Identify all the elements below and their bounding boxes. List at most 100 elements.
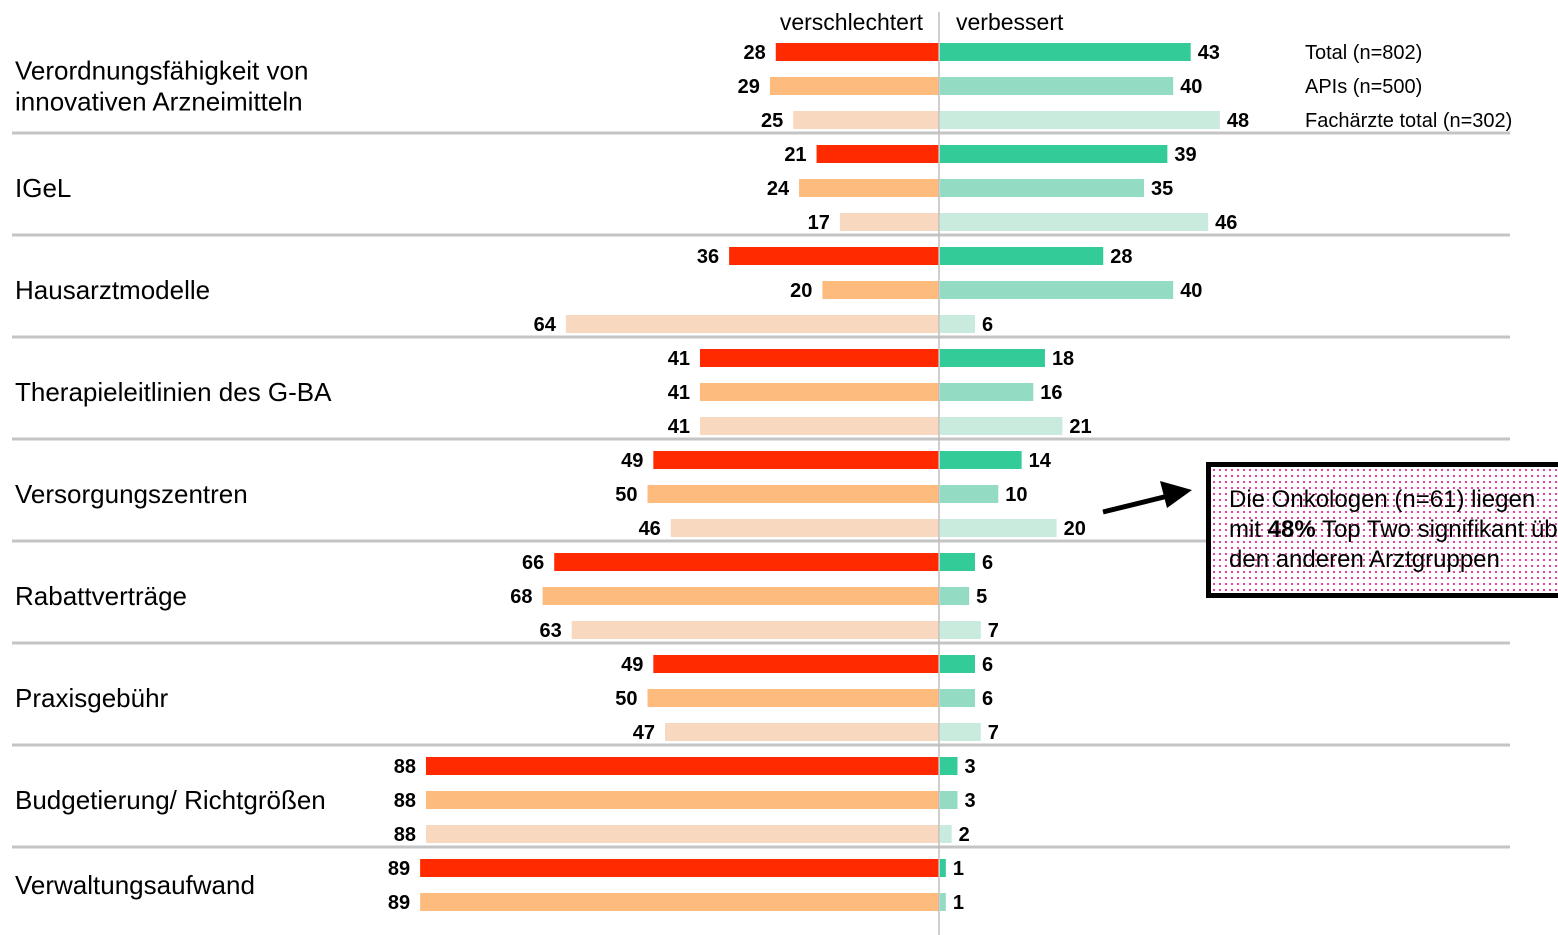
- value-neg-4-2: 41: [668, 382, 690, 404]
- value-pos-1-2: 40: [1180, 76, 1202, 98]
- bar-pos-1-1: [940, 43, 1191, 61]
- category-label-2: IGeL: [15, 173, 71, 203]
- legend-entry-2: APIs (n=500): [1305, 76, 1422, 98]
- bar-pos-6-3: [940, 621, 981, 639]
- value-pos-7-1: 6: [982, 654, 993, 676]
- value-pos-7-3: 7: [988, 722, 999, 744]
- category-label-6: Rabattverträge: [15, 581, 187, 611]
- value-neg-4-3: 41: [668, 416, 690, 438]
- bar-neg-6-3: [571, 621, 939, 639]
- value-pos-3-3: 6: [982, 314, 993, 336]
- value-pos-7-2: 6: [982, 688, 993, 710]
- value-neg-3-2: 20: [790, 280, 812, 302]
- bar-pos-1-3: [940, 111, 1220, 129]
- bar-neg-1-1: [775, 43, 939, 61]
- bar-neg-4-3: [699, 417, 939, 435]
- value-neg-8-2: 88: [394, 790, 416, 812]
- bar-neg-5-1: [653, 451, 939, 469]
- value-pos-8-1: 3: [964, 756, 975, 778]
- value-neg-8-1: 88: [394, 756, 416, 778]
- value-neg-7-2: 50: [615, 688, 637, 710]
- bar-neg-3-2: [822, 281, 939, 299]
- value-pos-9-2: 1: [953, 892, 964, 914]
- bar-neg-8-3: [425, 825, 940, 843]
- category-label-1-line-2: innovativen Arzneimitteln: [15, 87, 303, 117]
- bar-pos-8-3: [940, 825, 952, 843]
- value-neg-5-1: 49: [621, 450, 643, 472]
- category-label-5: Versorgungszentren: [15, 479, 248, 509]
- annotation-box: Die Onkologen (n=61) liegen mit 48% Top …: [1206, 462, 1558, 598]
- bar-neg-3-1: [729, 247, 939, 265]
- bar-neg-8-1: [425, 757, 940, 775]
- value-pos-6-1: 6: [982, 552, 993, 574]
- bar-neg-5-3: [670, 519, 939, 537]
- legend-entry-1: Total (n=802): [1305, 42, 1422, 64]
- bar-neg-9-1: [420, 859, 939, 877]
- header-left: verschlechtert: [780, 9, 924, 35]
- value-neg-5-2: 50: [615, 484, 637, 506]
- value-pos-1-3: 48: [1227, 110, 1249, 132]
- bar-neg-2-2: [799, 179, 939, 197]
- bar-pos-3-3: [940, 315, 975, 333]
- value-neg-7-3: 47: [633, 722, 655, 744]
- bar-neg-4-1: [699, 349, 939, 367]
- bar-pos-9-1: [940, 859, 946, 877]
- bar-pos-6-2: [940, 587, 970, 605]
- value-pos-4-3: 21: [1069, 416, 1091, 438]
- category-label-4: Therapieleitlinien des G-BA: [15, 377, 332, 407]
- bar-neg-1-2: [769, 77, 939, 95]
- value-pos-8-3: 2: [959, 824, 970, 846]
- bar-pos-5-2: [940, 485, 999, 503]
- annotation-highlight: 48%: [1267, 516, 1316, 543]
- bar-neg-6-1: [554, 553, 939, 571]
- bar-neg-8-2: [425, 791, 940, 809]
- value-neg-2-3: 17: [808, 212, 830, 234]
- bar-neg-6-2: [542, 587, 939, 605]
- value-pos-5-3: 20: [1064, 518, 1086, 540]
- bar-pos-4-1: [940, 349, 1045, 367]
- value-pos-2-3: 46: [1215, 212, 1237, 234]
- header-right: verbessert: [956, 9, 1064, 35]
- annotation-line-1: Die Onkologen (n=61) liegen: [1229, 486, 1536, 513]
- category-label-9: Verwaltungsaufwand: [15, 870, 255, 900]
- value-neg-8-3: 88: [394, 824, 416, 846]
- value-neg-9-1: 89: [388, 858, 410, 880]
- value-pos-5-2: 10: [1005, 484, 1027, 506]
- bar-pos-9-2: [940, 893, 946, 911]
- bar-pos-3-1: [940, 247, 1104, 265]
- value-neg-6-1: 66: [522, 552, 544, 574]
- bar-pos-1-2: [940, 77, 1174, 95]
- value-pos-2-1: 39: [1174, 144, 1196, 166]
- value-pos-9-1: 1: [953, 858, 964, 880]
- bar-neg-5-2: [647, 485, 939, 503]
- value-pos-3-1: 28: [1110, 246, 1132, 268]
- category-label-7: Praxisgebühr: [15, 683, 169, 713]
- bar-neg-7-1: [653, 655, 939, 673]
- value-pos-4-2: 16: [1040, 382, 1062, 404]
- bar-neg-2-1: [816, 145, 939, 163]
- annotation-line-3: den anderen Arztgruppen: [1229, 546, 1500, 573]
- bar-pos-5-1: [940, 451, 1022, 469]
- bar-pos-7-2: [940, 689, 975, 707]
- value-pos-8-2: 3: [964, 790, 975, 812]
- bar-pos-2-2: [940, 179, 1145, 197]
- value-pos-4-1: 18: [1052, 348, 1074, 370]
- value-pos-2-2: 35: [1151, 178, 1173, 200]
- value-pos-6-3: 7: [988, 620, 999, 642]
- bar-pos-2-3: [940, 213, 1209, 231]
- bar-pos-4-3: [940, 417, 1063, 435]
- value-neg-7-1: 49: [621, 654, 643, 676]
- bar-neg-1-3: [793, 111, 939, 129]
- annotation-line-2: mit 48% Top Two signifikant über: [1229, 516, 1558, 543]
- bar-neg-9-2: [420, 893, 939, 911]
- bar-neg-3-3: [565, 315, 939, 333]
- value-neg-1-2: 29: [738, 76, 760, 98]
- value-neg-4-1: 41: [668, 348, 690, 370]
- value-neg-2-2: 24: [767, 178, 790, 200]
- bar-neg-7-2: [647, 689, 939, 707]
- value-neg-6-2: 68: [510, 586, 532, 608]
- category-label-1-line-1: Verordnungsfähigkeit von: [15, 56, 308, 86]
- value-pos-5-1: 14: [1029, 450, 1052, 472]
- bar-pos-7-1: [940, 655, 975, 673]
